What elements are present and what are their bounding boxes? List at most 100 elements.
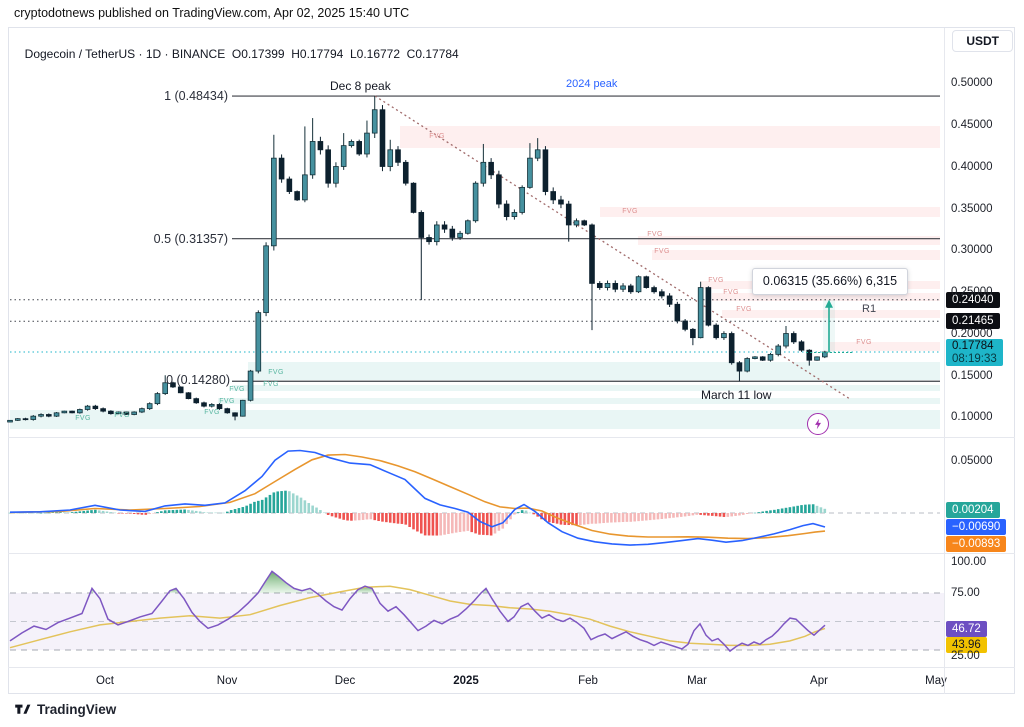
- macd-histogram-bar: [435, 513, 439, 536]
- macd-histogram-bar: [206, 512, 210, 513]
- candle-body: [139, 408, 145, 413]
- candle-body: [759, 356, 766, 361]
- price-tick: 0.30000: [951, 244, 993, 256]
- macd-histogram-bar: [563, 513, 567, 525]
- macd-histogram-bar: [128, 513, 132, 514]
- month-label: Nov: [216, 675, 238, 687]
- macd-histogram-bar: [738, 513, 741, 516]
- candle-body: [519, 186, 525, 213]
- candle-body: [309, 141, 316, 176]
- pane-divider: [8, 553, 1015, 554]
- candle-body: [705, 287, 712, 326]
- macd-histogram-bar: [330, 513, 334, 517]
- candle-body: [457, 232, 463, 238]
- macd-histogram-bar: [734, 513, 737, 516]
- macd-histogram-bar: [590, 513, 594, 524]
- macd-histogram-bar: [703, 513, 706, 516]
- levels-layer: [10, 95, 940, 400]
- macd-histogram-bar: [641, 513, 644, 521]
- macd-histogram-bar: [20, 512, 23, 514]
- macd-histogram-bar: [63, 512, 66, 513]
- flash-marker-icon[interactable]: [807, 413, 829, 435]
- macd-histogram-bar: [520, 510, 524, 513]
- macd-histogram-bar: [237, 508, 241, 513]
- candle-body: [558, 199, 564, 205]
- currency-toggle-button[interactable]: USDT: [952, 30, 1013, 52]
- fvg-zone-bullish: [232, 385, 940, 391]
- macd-histogram-bar: [291, 493, 295, 513]
- candle-body: [325, 149, 331, 184]
- macd-histogram-bar: [765, 510, 768, 513]
- macd-histogram-bar: [412, 513, 415, 530]
- price-tick: 0.50000: [951, 77, 993, 89]
- candle-body: [271, 157, 277, 247]
- candle-body: [14, 418, 21, 421]
- candle-body: [651, 287, 657, 293]
- candle-body: [131, 411, 137, 415]
- candle-body: [53, 412, 60, 417]
- candle-body: [61, 410, 68, 414]
- candle-body: [565, 203, 572, 226]
- macd-histogram-bar: [74, 511, 78, 513]
- macd-histogram-bar: [544, 513, 547, 521]
- macd-histogram-bar: [303, 500, 307, 513]
- fvg-zone-bullish: [10, 410, 940, 429]
- macd-histogram-bar: [509, 513, 512, 520]
- candle-body: [77, 409, 83, 414]
- fvg-zone-bullish: [218, 398, 940, 404]
- fvg-zone-bullish: [248, 362, 940, 380]
- candle-body: [581, 220, 588, 226]
- macd-histogram-bar: [710, 513, 714, 516]
- candle-body: [371, 109, 378, 134]
- march11-low-note: March 11 low: [701, 388, 772, 402]
- macd-histogram-bar: [97, 510, 101, 513]
- month-label: Oct: [96, 675, 114, 687]
- macd-histogram-bar: [648, 513, 652, 521]
- macd-histogram-bar: [245, 505, 248, 513]
- macd-histogram-bar: [315, 507, 318, 513]
- macd-histogram-bar: [183, 509, 186, 513]
- macd-histogram-bar: [672, 513, 675, 518]
- macd-histogram-bar: [416, 513, 419, 532]
- candle-body: [286, 178, 293, 192]
- macd-histogram-bar: [427, 513, 431, 536]
- candle-body: [596, 282, 603, 288]
- macd-histogram-bar: [551, 513, 555, 523]
- macd-histogram-bar: [160, 511, 163, 513]
- candle-body: [154, 393, 161, 405]
- macd-histogram-bar: [629, 513, 633, 522]
- candle-body: [659, 291, 665, 297]
- candle-body: [108, 410, 114, 415]
- macd-histogram-bar: [439, 513, 442, 536]
- macd-histogram-bar: [586, 513, 590, 525]
- macd-histogram-bar: [823, 508, 827, 513]
- descending-trendline[interactable]: [374, 95, 851, 400]
- macd-histogram-bar: [458, 513, 462, 533]
- macd-histogram-bar: [804, 504, 807, 513]
- candle-body: [433, 224, 440, 243]
- candle-body: [426, 237, 432, 243]
- macd-histogram-bar: [645, 513, 648, 521]
- macd-histogram-bar: [373, 513, 377, 521]
- macd-histogram-bar: [260, 499, 264, 513]
- macd-histogram-bar: [478, 513, 481, 535]
- macd-histogram-bar: [280, 491, 283, 513]
- candle-body: [542, 149, 549, 192]
- fvg-label: FVG: [114, 412, 130, 419]
- macd-histogram-bar: [454, 513, 458, 533]
- macd-histogram-bar: [757, 512, 761, 513]
- macd-histogram-bar: [354, 513, 357, 521]
- tradingview-logo[interactable]: TradingView: [14, 701, 116, 718]
- macd-histogram-bar: [132, 513, 136, 514]
- macd-histogram-bar: [745, 513, 749, 514]
- macd-histogram-bar: [489, 513, 493, 536]
- candle-body: [418, 212, 425, 238]
- candle-body: [170, 382, 176, 388]
- macd-histogram-bar: [66, 512, 70, 513]
- price-scale-divider[interactable]: [944, 28, 945, 694]
- macd-histogram-bar: [288, 491, 291, 513]
- candle-body: [7, 419, 13, 423]
- macd-histogram-bar: [257, 500, 260, 513]
- macd-histogram-bar: [381, 513, 384, 522]
